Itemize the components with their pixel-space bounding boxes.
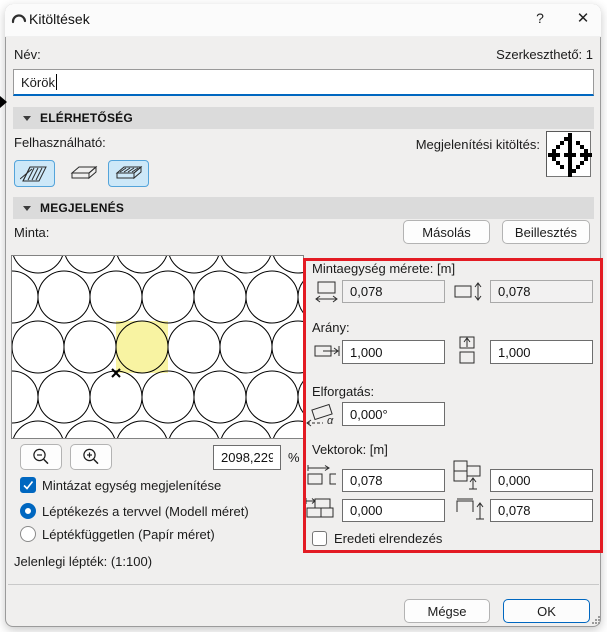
alpha-glyph: α [327,415,334,427]
vector-y-spacing-icon [456,498,484,520]
zoom-in-button[interactable] [70,444,112,470]
section-appearance-label: MEGJELENÉS [40,201,125,215]
ok-button[interactable]: OK [503,599,590,623]
cut-fill-icon [115,165,142,179]
unit-width-icon [315,281,338,303]
vector-x2-input[interactable] [342,499,445,522]
zoom-percent-input[interactable] [213,445,281,470]
dialog-title: Kitöltések [29,11,90,27]
current-scale-label: Jelenlegi lépték: (1:100) [14,554,153,569]
ratio-y-input[interactable] [490,340,593,364]
show-pattern-unit-label[interactable]: Mintázat egység megjelenítése [42,478,222,493]
magnifier-plus-icon [83,448,99,465]
editable-count-label: Szerkeszthető: 1 [496,47,593,62]
rotation-angle-icon: α [306,403,334,427]
rotation-label: Elforgatás: [312,384,375,399]
help-button[interactable]: ? [536,9,544,26]
name-input[interactable]: Körök [13,69,594,96]
scale-independent-label[interactable]: Léptékfüggetlen (Papír méret) [42,527,215,542]
unit-width-input [342,280,445,303]
section-appearance[interactable]: MEGJELENÉS [13,197,594,219]
unit-size-label: Mintaegység mérete: [m] [312,261,456,276]
text-caret [55,74,57,90]
ratio-label: Arány: [312,320,350,335]
ratio-x-icon [314,345,340,357]
drafting-fill-icon [19,166,47,181]
name-label: Név: [14,47,41,62]
percent-label: % [288,450,300,465]
circles-pattern [12,256,303,438]
footer-divider [8,584,599,585]
vector-y2-input[interactable] [490,499,593,522]
paste-button[interactable]: Beillesztés [502,220,590,244]
vectors-label: Vektorok: [m] [312,442,388,457]
toggle-drafting-fill[interactable] [14,160,55,187]
original-layout-label[interactable]: Eredeti elrendezés [334,531,443,546]
ratio-y-icon [459,336,475,364]
scale-with-plan-radio[interactable] [20,503,36,519]
section-availability[interactable]: ELÉRHETŐSÉG [13,107,594,129]
title-bar[interactable] [5,4,601,37]
zoom-out-button[interactable] [20,444,62,470]
rotation-input[interactable] [342,402,445,426]
toggle-cut-fill[interactable] [108,160,149,187]
resize-grip[interactable] [591,615,601,625]
scale-independent-radio[interactable] [20,526,36,542]
cover-fill-icon [70,165,97,179]
magnifier-minus-icon [33,448,49,465]
sample-label: Minta: [14,225,50,240]
ratio-x-input[interactable] [342,340,445,364]
copy-button[interactable]: Másolás [403,220,490,244]
fill-tool-icon [11,14,27,24]
close-button[interactable]: ✕ [576,9,590,27]
show-pattern-unit-checkbox[interactable] [20,477,36,493]
usable-label: Felhasználható: [14,135,106,150]
unit-height-icon [454,282,482,301]
section-availability-label: ELÉRHETŐSÉG [40,111,133,125]
original-layout-checkbox[interactable] [312,531,327,546]
vector-x-spacing-icon [307,465,336,485]
vector-y-offset-icon [453,460,481,490]
display-fill-preview [546,131,592,177]
vector-x1-input[interactable] [342,469,445,492]
display-fill-label: Megjelenítési kitöltés: [415,137,540,152]
name-value: Körök [21,74,55,90]
unit-height-input [490,280,593,303]
collapse-triangle-icon [23,115,31,121]
scale-with-plan-label[interactable]: Léptékezés a tervvel (Modell méret) [42,504,249,519]
collapse-triangle-icon [23,205,31,211]
vector-x-offset-icon [305,498,334,518]
pattern-preview[interactable] [11,255,304,439]
toggle-cover-fill[interactable] [63,160,104,187]
edge-marker-artifact [0,96,7,108]
vector-y1-input[interactable] [490,469,593,492]
checkmark-icon [23,481,34,490]
cancel-button[interactable]: Mégse [404,599,490,623]
